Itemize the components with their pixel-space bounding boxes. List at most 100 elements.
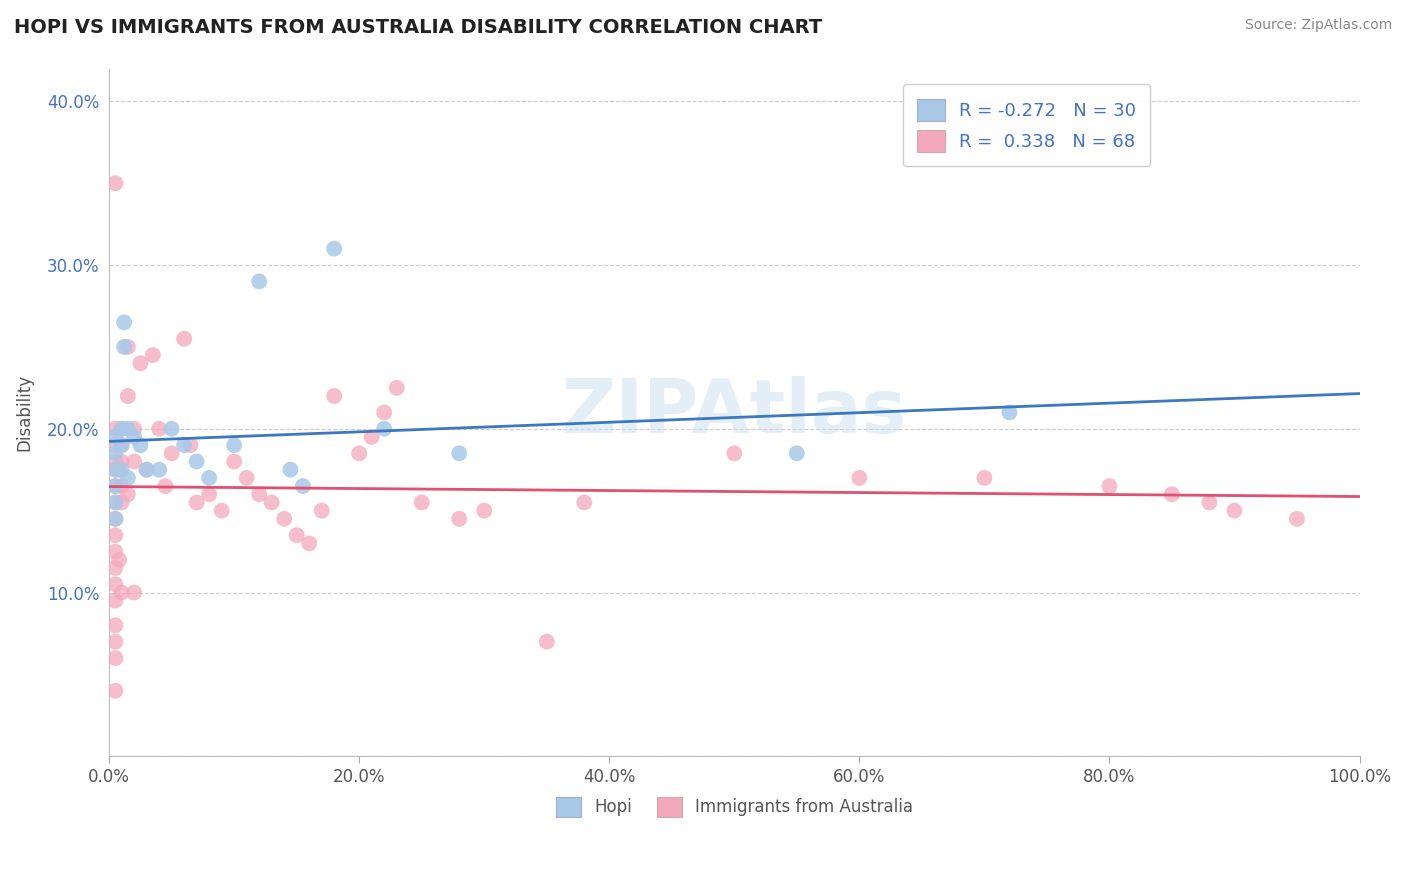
- Point: [117, 340, 139, 354]
- Point: [104, 463, 127, 477]
- Point: [848, 471, 870, 485]
- Point: [411, 495, 433, 509]
- Point: [148, 422, 170, 436]
- Point: [104, 454, 127, 468]
- Point: [110, 422, 132, 436]
- Legend: Hopi, Immigrants from Australia: Hopi, Immigrants from Australia: [548, 790, 920, 823]
- Point: [373, 422, 395, 436]
- Point: [1098, 479, 1121, 493]
- Point: [186, 495, 208, 509]
- Point: [110, 585, 132, 599]
- Point: [173, 332, 195, 346]
- Point: [973, 471, 995, 485]
- Point: [104, 176, 127, 190]
- Point: [110, 479, 132, 493]
- Point: [449, 446, 471, 460]
- Point: [224, 454, 246, 468]
- Point: [110, 454, 132, 468]
- Y-axis label: Disability: Disability: [15, 374, 32, 451]
- Point: [135, 463, 157, 477]
- Point: [998, 405, 1021, 419]
- Point: [385, 381, 408, 395]
- Point: [235, 471, 257, 485]
- Point: [104, 512, 127, 526]
- Point: [291, 479, 314, 493]
- Point: [122, 585, 145, 599]
- Point: [117, 422, 139, 436]
- Point: [104, 544, 127, 558]
- Point: [122, 454, 145, 468]
- Point: [173, 438, 195, 452]
- Point: [104, 561, 127, 575]
- Point: [104, 683, 127, 698]
- Point: [198, 471, 221, 485]
- Point: [347, 446, 370, 460]
- Point: [273, 512, 295, 526]
- Point: [104, 651, 127, 665]
- Point: [311, 503, 333, 517]
- Point: [104, 438, 127, 452]
- Point: [1285, 512, 1308, 526]
- Point: [110, 422, 132, 436]
- Point: [786, 446, 808, 460]
- Point: [110, 438, 132, 452]
- Point: [112, 315, 135, 329]
- Point: [536, 634, 558, 648]
- Text: HOPI VS IMMIGRANTS FROM AUSTRALIA DISABILITY CORRELATION CHART: HOPI VS IMMIGRANTS FROM AUSTRALIA DISABI…: [14, 18, 823, 37]
- Point: [211, 503, 233, 517]
- Point: [110, 495, 132, 509]
- Point: [323, 242, 346, 256]
- Point: [360, 430, 382, 444]
- Point: [117, 471, 139, 485]
- Text: Source: ZipAtlas.com: Source: ZipAtlas.com: [1244, 18, 1392, 32]
- Point: [104, 634, 127, 648]
- Point: [1223, 503, 1246, 517]
- Point: [117, 389, 139, 403]
- Point: [129, 438, 152, 452]
- Point: [186, 454, 208, 468]
- Point: [104, 479, 127, 493]
- Text: ZIPAtlas: ZIPAtlas: [562, 376, 907, 449]
- Point: [104, 528, 127, 542]
- Point: [160, 446, 183, 460]
- Point: [247, 487, 270, 501]
- Point: [373, 405, 395, 419]
- Point: [472, 503, 495, 517]
- Point: [280, 463, 302, 477]
- Point: [142, 348, 165, 362]
- Point: [323, 389, 346, 403]
- Point: [112, 340, 135, 354]
- Point: [104, 495, 127, 509]
- Point: [104, 463, 127, 477]
- Point: [104, 495, 127, 509]
- Point: [224, 438, 246, 452]
- Point: [129, 356, 152, 370]
- Point: [1161, 487, 1184, 501]
- Point: [247, 274, 270, 288]
- Point: [108, 463, 131, 477]
- Point: [285, 528, 308, 542]
- Point: [148, 463, 170, 477]
- Point: [135, 463, 157, 477]
- Point: [104, 512, 127, 526]
- Point: [260, 495, 283, 509]
- Point: [298, 536, 321, 550]
- Point: [110, 463, 132, 477]
- Point: [104, 422, 127, 436]
- Point: [449, 512, 471, 526]
- Point: [122, 430, 145, 444]
- Point: [574, 495, 596, 509]
- Point: [108, 553, 131, 567]
- Point: [198, 487, 221, 501]
- Point: [104, 618, 127, 632]
- Point: [155, 479, 177, 493]
- Point: [110, 438, 132, 452]
- Point: [1198, 495, 1220, 509]
- Point: [104, 479, 127, 493]
- Point: [104, 577, 127, 591]
- Point: [122, 422, 145, 436]
- Point: [117, 487, 139, 501]
- Point: [160, 422, 183, 436]
- Point: [104, 446, 127, 460]
- Point: [179, 438, 201, 452]
